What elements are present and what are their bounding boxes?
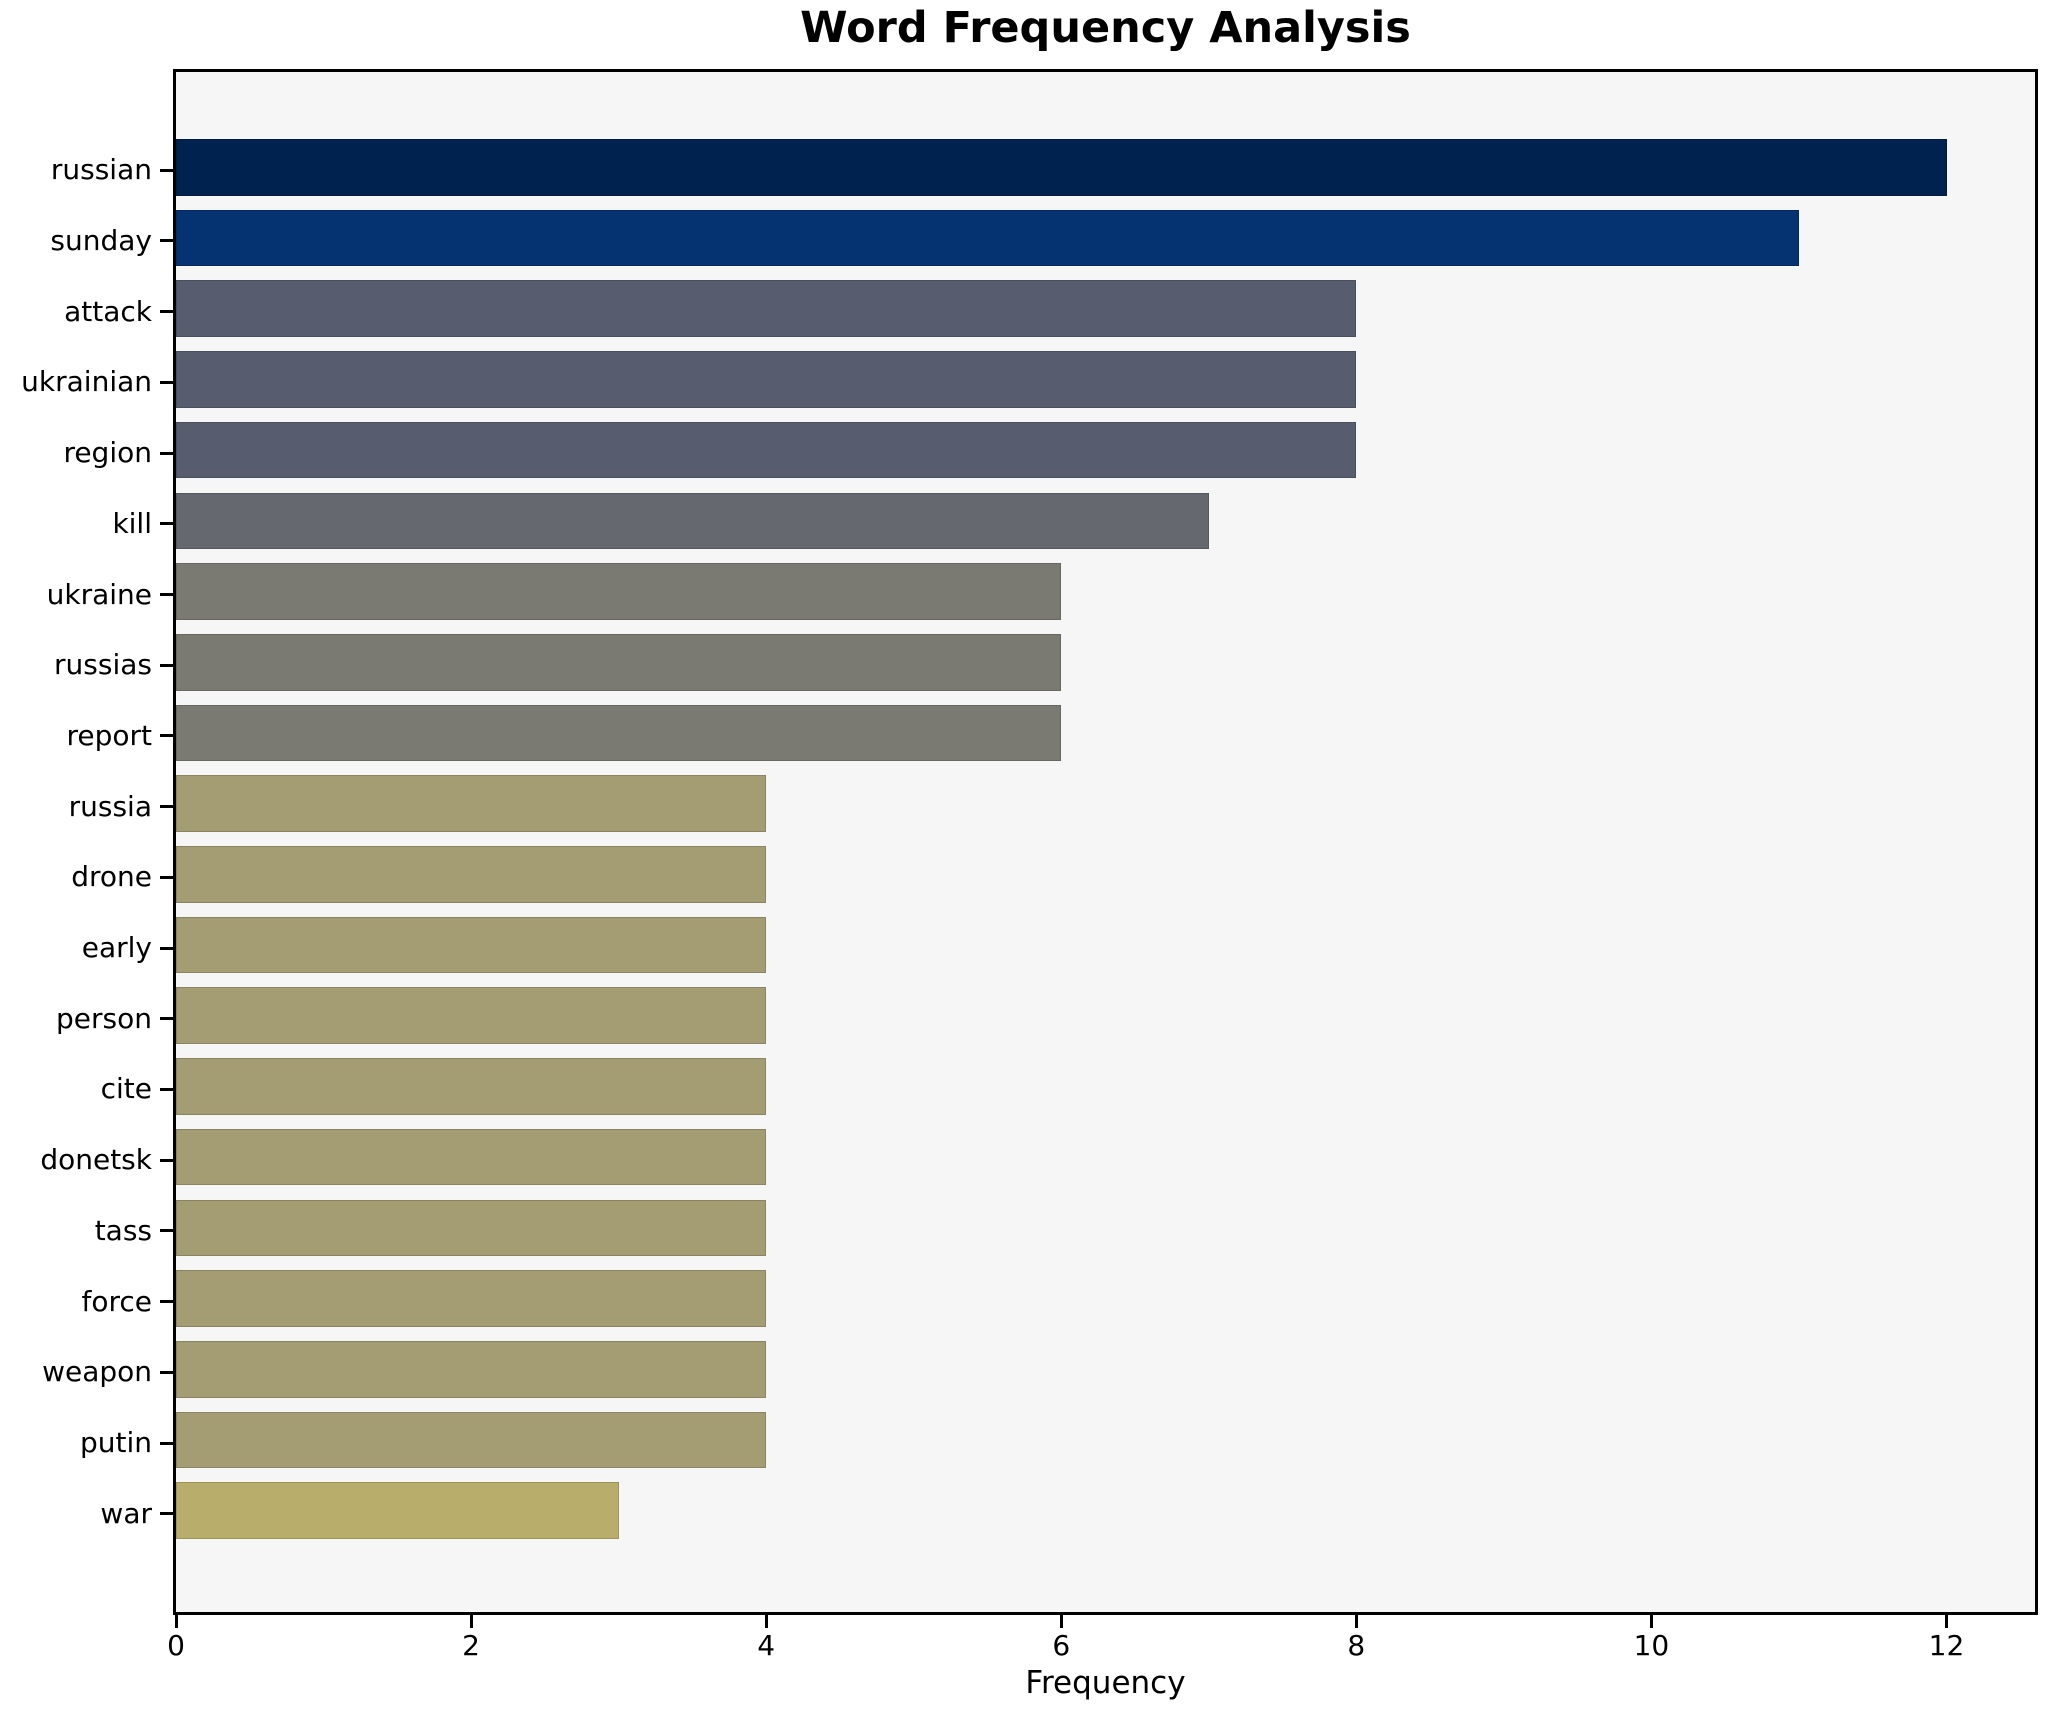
y-tick-label-drone: drone [71,860,152,894]
y-tick-label-russian: russian [50,153,152,187]
x-tick-mark [1649,1615,1653,1628]
y-tick-mark [160,875,173,879]
y-tick-label-war: war [100,1496,152,1530]
y-tick-label-russia: russia [68,789,152,823]
y-tick-mark [160,663,173,667]
x-axis-label: Frequency [1025,1665,1186,1701]
y-tick-mark [160,310,173,314]
y-tick-label-sunday: sunday [50,223,152,257]
bar-attack [176,280,1357,337]
y-tick-label-report: report [66,718,152,752]
y-tick-mark [160,239,173,243]
y-tick-label-cite: cite [100,1072,152,1106]
x-tick-mark [1059,1615,1063,1628]
bar-drone [176,846,767,903]
x-tick-label-8: 8 [1347,1629,1366,1662]
y-tick-mark [160,522,173,526]
y-tick-label-early: early [81,931,152,965]
bar-kill [176,492,1209,550]
y-tick-mark [160,1229,173,1233]
bar-sunday [176,209,1799,267]
bar-cite [176,1058,767,1115]
x-tick-mark [1354,1615,1358,1628]
y-tick-label-ukraine: ukraine [46,577,152,611]
y-tick-label-donetsk: donetsk [40,1143,152,1177]
bar-war [176,1482,619,1540]
x-tick-label-10: 10 [1633,1629,1670,1662]
y-tick-label-tass: tass [94,1213,152,1247]
y-tick-mark [160,593,173,597]
bar-region [176,421,1357,479]
x-tick-label-0: 0 [167,1629,185,1662]
bar-donetsk [176,1128,767,1186]
bar-report [176,704,1062,762]
x-tick-mark [174,1615,178,1628]
bar-force [176,1270,767,1327]
y-tick-mark [160,1158,173,1162]
y-tick-mark [160,380,173,384]
bar-ukraine [176,563,1062,620]
x-tick-mark [1944,1615,1948,1628]
y-tick-label-weapon: weapon [42,1355,152,1389]
y-tick-label-russias: russias [54,648,152,682]
bar-tass [176,1199,767,1257]
x-tick-mark [469,1615,473,1628]
bar-early [176,916,767,974]
y-tick-label-putin: putin [79,1426,152,1459]
y-tick-mark [160,1087,173,1091]
x-tick-label-12: 12 [1928,1629,1965,1662]
x-tick-mark [764,1615,768,1628]
bar-russia [176,775,767,832]
y-tick-label-person: person [56,1001,152,1035]
bar-russian [176,139,1947,196]
y-tick-mark [160,734,173,738]
y-tick-label-force: force [81,1284,152,1318]
plot-area [173,69,2038,1615]
y-tick-mark [160,946,173,950]
y-tick-mark [160,168,173,172]
y-tick-mark [160,1512,173,1516]
bar-russias [176,633,1062,691]
bar-person [176,987,767,1045]
y-tick-label-ukrainian: ukrainian [21,365,152,399]
y-tick-mark [160,1441,173,1445]
bar-ukrainian [176,351,1357,408]
bar-weapon [176,1341,767,1398]
y-tick-mark [160,1300,173,1304]
y-tick-label-region: region [63,436,152,470]
y-tick-mark [160,1017,173,1021]
y-tick-mark [160,1370,173,1374]
bar-putin [176,1411,767,1469]
chart-title: Word Frequency Analysis [800,3,1411,53]
x-tick-label-4: 4 [757,1629,776,1662]
x-tick-label-6: 6 [1052,1629,1071,1662]
x-tick-label-2: 2 [462,1629,480,1662]
y-tick-label-kill: kill [112,506,152,540]
y-tick-label-attack: attack [64,294,152,328]
y-tick-mark [160,805,173,809]
y-tick-mark [160,451,173,455]
